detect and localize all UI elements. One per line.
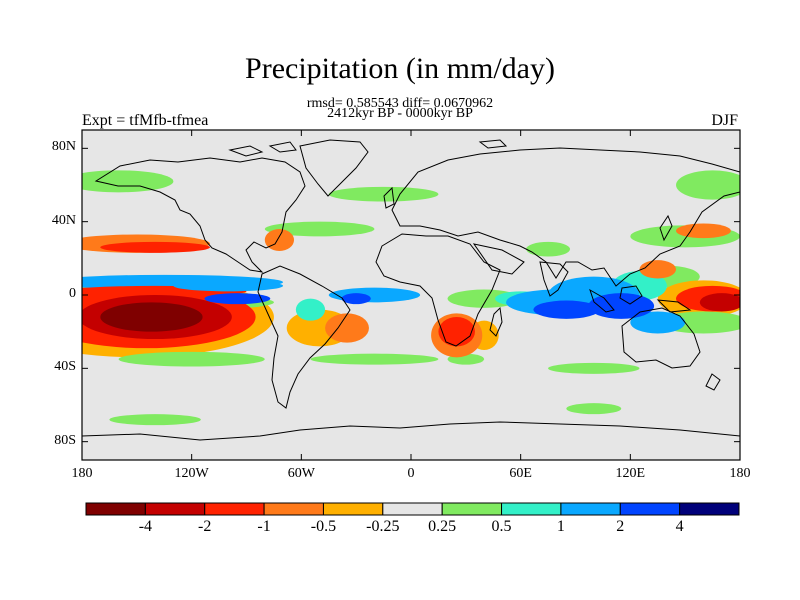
y-tick-label: 80S: [54, 432, 76, 448]
anomaly-patch: [100, 302, 203, 332]
y-tick-label: 0: [69, 286, 76, 301]
anomaly-patch: [526, 241, 571, 257]
anomaly-patch: [676, 170, 740, 200]
coast-arabia: [472, 243, 525, 275]
y-tick-label: 80N: [51, 139, 76, 155]
coast-japan: [659, 214, 673, 242]
anomaly-layer: [82, 170, 740, 426]
coastline-layer: [82, 139, 740, 441]
anomaly-patch: [109, 414, 201, 426]
x-tick-label: 120W: [174, 466, 209, 481]
axis-ticks: [81, 130, 741, 460]
colorbar-label: -1: [257, 518, 271, 535]
colorbar-label: 0.5: [491, 518, 512, 535]
x-tick-label: 0: [407, 466, 415, 481]
coast-australia: [621, 307, 701, 369]
colorbar-swatch: [263, 502, 324, 516]
coast-arctic-islands: [228, 139, 508, 157]
anomaly-patch: [699, 293, 740, 312]
x-tick-label: 180: [71, 466, 93, 481]
experiment-label: Expt = tfMfb-tfmea: [82, 112, 209, 129]
colorbar-label: 4: [675, 518, 684, 535]
period-line: 2412kyr BP - 0000kyr BP: [327, 106, 473, 121]
anomaly-patch: [438, 317, 475, 347]
anomaly-patch: [204, 293, 271, 305]
season-label: DJF: [711, 112, 738, 129]
colorbar-swatch: [382, 502, 443, 516]
y-tick-label: 40N: [51, 212, 76, 228]
colorbar-label: 0.25: [428, 518, 457, 535]
coast-sumatra: [589, 288, 615, 313]
colorbar-label: -0.5: [310, 518, 337, 535]
colorbar-swatch: [85, 502, 146, 516]
x-tick-label: 180: [729, 466, 751, 481]
coast-madagascar: [489, 306, 503, 337]
anomaly-patch: [264, 229, 295, 251]
coast-antarctica: [82, 421, 740, 441]
coast-north-america: [94, 157, 306, 273]
colorbar-swatch: [204, 502, 265, 516]
coast-south-america: [257, 265, 351, 409]
colorbar: [85, 502, 740, 516]
coast-greenland: [299, 139, 369, 197]
anomaly-patch: [82, 170, 174, 193]
anomaly-patch: [325, 313, 369, 343]
colorbar-swatch: [619, 502, 681, 516]
colorbar-swatch: [441, 502, 503, 516]
colorbar-label: 1: [556, 518, 565, 535]
colorbar-label: -2: [198, 518, 212, 535]
x-tick-label: 120E: [615, 466, 646, 481]
anomaly-patch: [548, 362, 640, 374]
anomaly-patch: [341, 293, 371, 305]
colorbar-label: -0.25: [366, 518, 400, 535]
coast-new-zealand: [705, 373, 721, 391]
colorbar-swatch: [679, 502, 740, 516]
colorbar-swatch: [322, 502, 384, 516]
anomaly-patch: [639, 260, 677, 279]
coast-borneo: [619, 285, 643, 305]
anomaly-patch: [310, 353, 439, 365]
colorbar-swatch: [144, 502, 206, 516]
colorbar-label: -4: [138, 518, 153, 535]
anomaly-patch: [533, 300, 600, 319]
colorbar-swatch: [501, 502, 562, 516]
anomaly-patch: [264, 221, 375, 237]
x-tick-label: 60E: [509, 466, 532, 481]
anomaly-patch: [676, 223, 731, 239]
coast-eurasia: [391, 147, 740, 287]
anomaly-patch: [173, 280, 284, 292]
anomaly-patch: [295, 298, 326, 321]
coast-india: [539, 261, 569, 297]
x-tick-label: 60W: [287, 466, 315, 481]
stats-line: rmsd= 0.585543 diff= 0.0670962: [306, 96, 494, 111]
anomaly-patch: [118, 351, 265, 367]
anomaly-patch: [630, 311, 686, 334]
coast-africa: [375, 233, 501, 347]
anomaly-patch: [100, 241, 210, 253]
colorbar-swatch: [560, 502, 621, 516]
coast-uk: [383, 186, 395, 209]
coast-new-guinea: [656, 299, 692, 313]
y-tick-label: 40S: [54, 359, 76, 375]
colorbar-label: 2: [616, 518, 625, 535]
chart-title: Precipitation (in mm/day): [245, 52, 555, 85]
anomaly-patch: [328, 186, 439, 202]
anomaly-patch: [566, 403, 622, 415]
